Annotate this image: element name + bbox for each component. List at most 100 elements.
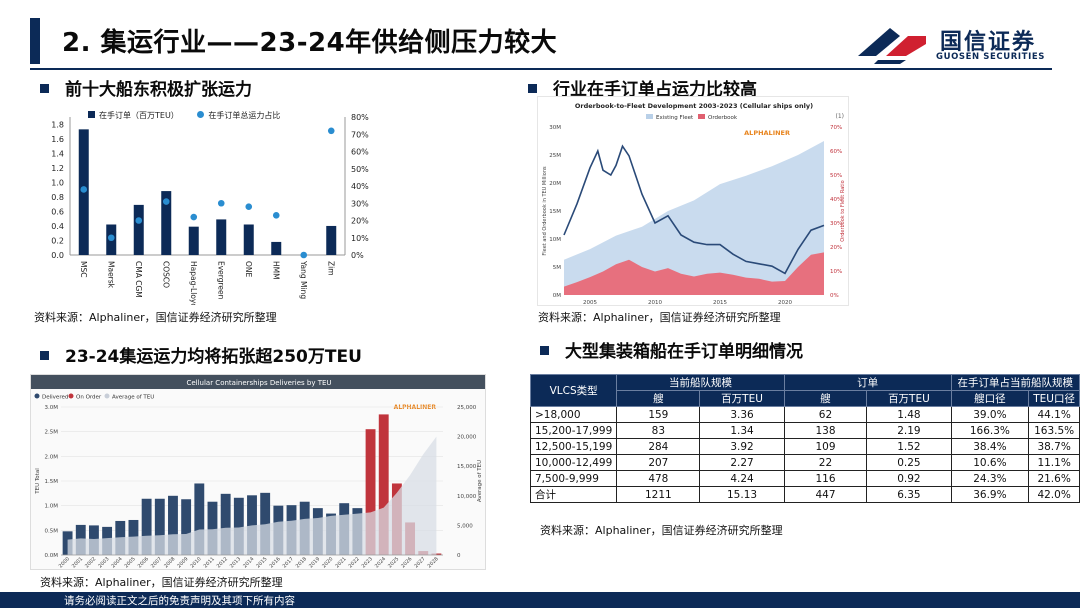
x-axis-tick-label: 2000 (58, 556, 71, 569)
table-header-cell: 当前船队规模 (616, 374, 785, 391)
y2-axis-tick-label: 10% (351, 234, 369, 243)
title-accent-bar (30, 18, 40, 64)
table-cell: 7,500-9,999 (529, 470, 618, 487)
legend-bar-swatch (88, 111, 95, 118)
table-cell: 1.34 (699, 422, 785, 439)
y-axis-tick-label: 10M (549, 237, 561, 243)
x-axis-tick-label: 2025 (387, 556, 400, 569)
section-heading-orderbook-ratio: 行业在手订单占运力比较高 (528, 75, 757, 100)
logo-english-name: GUOSEN SECURITIES (936, 52, 1045, 62)
y2-axis-tick-label: 20% (351, 217, 369, 226)
x-axis-tick-label: 2028 (427, 556, 440, 569)
y-axis-tick-label: 3.0M (45, 405, 59, 411)
x-axis-tick-label: 2024 (374, 556, 387, 569)
x-axis-tick-label: 2027 (413, 556, 426, 569)
average-teu-area (67, 436, 437, 555)
delivered-bar (168, 495, 178, 555)
y-axis-tick-label: 0.2 (51, 236, 64, 245)
table-cell: 38.7% (1028, 438, 1080, 455)
vlcs-orderbook-table: VLCS类型 当前船队规模 订单 在手订单占当前船队规模 艘 百万TEU 艘 百… (529, 374, 1080, 503)
table-cell: 6.35 (866, 486, 952, 503)
footer-disclaimer-bar: 请务必阅读正文之后的免责声明及其项下所有内容 (0, 592, 1080, 608)
table-cell: 11.1% (1028, 454, 1080, 471)
bullet-square-icon (528, 83, 537, 93)
y-axis-tick-label: 0.4 (51, 222, 64, 231)
legend-delivered-swatch (34, 393, 40, 399)
deliveries-by-teu-chart: Cellular Containerships Deliveries by TE… (30, 374, 486, 570)
delivered-bar (181, 499, 192, 555)
orderbook-to-fleet-chart: Orderbook-to-Fleet Development 2003-2023… (537, 96, 849, 306)
table-cell: 284 (616, 438, 701, 455)
table-row: 10,000-12,499 207 2.27 22 0.25 10.6% 11.1% (529, 454, 1080, 471)
orderbook-ratio-dot (107, 234, 115, 242)
y-axis-tick-label: 0.8 (51, 193, 64, 202)
table-cell: 合计 (529, 486, 618, 503)
delivered-bar (233, 497, 244, 555)
x-axis-tick-label: 2009 (176, 556, 189, 569)
orderbook-ratio-dot (135, 217, 143, 224)
table-cell: 207 (616, 454, 701, 471)
legend-onorder-label: On Order (76, 395, 102, 401)
legend-dot-swatch (197, 111, 205, 118)
y-axis-title: Fleet and Orderbook in TEU Millions (542, 166, 548, 256)
x-axis-tick-label: 2022 (348, 556, 361, 569)
orderbook-bar (326, 225, 337, 255)
orderbook-bar (188, 226, 199, 255)
table-cell: 83 (616, 422, 701, 439)
orderbook-bar (216, 219, 227, 255)
y-axis-tick-label: 1.8 (51, 120, 64, 129)
section-heading-capacity-growth: 23-24集运运力均将拓张超250万TEU (40, 342, 362, 367)
table-cell: >18,000 (529, 406, 618, 423)
table-cell: 109 (783, 438, 868, 455)
top10-carriers-orderbook-chart: 0.0 0.2 0.4 0.6 0.8 1.0 1.2 1.4 1.6 1.8 0% 10% 20% 30… (51, 113, 369, 305)
on-order-bar (365, 429, 376, 555)
table-row: 合计 1211 15.13 447 6.35 36.9% 42.0% (529, 486, 1080, 503)
fleet-area (564, 141, 824, 295)
table-header-cell: 艘 (783, 390, 868, 407)
table-cell: 163.5% (1028, 422, 1080, 439)
x-axis-tick-label: Yang Ming (299, 260, 308, 299)
table-cell: 24.3% (950, 470, 1030, 487)
table-cell: 0.92 (866, 470, 952, 487)
table-cell: 10,000-12,499 (529, 454, 618, 471)
table-cell: 62 (783, 406, 868, 423)
delivered-bar (194, 483, 205, 555)
y-axis-tick-label: 1.5M (45, 479, 59, 485)
x-axis-tick-label: 2013 (229, 556, 242, 569)
table-cell: 166.3% (950, 422, 1030, 439)
x-axis-tick-label: 2010 (648, 300, 662, 306)
y2-axis-title: Orderbook to Fleet Ratio (840, 180, 846, 241)
table-cell: 1211 (616, 486, 701, 503)
y-axis-tick-label: 1.2 (51, 164, 64, 173)
legend-orderbook-label: Orderbook (708, 115, 738, 121)
orderbook-ratio-dot (80, 186, 88, 193)
on-order-bar (431, 553, 442, 555)
y-axis-tick-label: 2.5M (45, 430, 59, 436)
table-header-row: VLCS类型 当前船队规模 订单 在手订单占当前船队规模 (529, 374, 1080, 407)
table-header-cell: TEU口径 (1028, 390, 1080, 407)
bullet-square-icon (40, 83, 49, 93)
x-axis-tick-label: 2011 (203, 556, 216, 569)
y-axis-tick-label: 2.0M (45, 454, 59, 460)
table-cell: 0.25 (866, 454, 952, 471)
y2-axis-tick-label: 10,000 (457, 494, 477, 500)
x-axis-tick-label: 2007 (150, 556, 163, 569)
on-order-bar (378, 414, 389, 555)
y2-axis-tick-label: 0 (457, 553, 461, 559)
delivered-bar (141, 498, 152, 555)
orderbook-bar (133, 204, 144, 255)
x-axis-tick-label: 2006 (137, 556, 150, 569)
x-axis-tick-label: Maersk (106, 261, 115, 289)
table-cell: 3.92 (699, 438, 785, 455)
logo-chinese-name: 国信证券 (940, 30, 1037, 55)
y-axis-tick-label: 1.0 (51, 178, 64, 187)
table-header-cell: 百万TEU (866, 390, 952, 407)
delivered-bar (62, 531, 73, 555)
delivered-bar (154, 498, 165, 555)
orderbook-area (564, 252, 824, 295)
x-axis-tick-label: 2020 (321, 556, 334, 569)
y-axis-tick-label: 25M (549, 153, 561, 159)
y-axis-title: TEU Total (35, 468, 41, 495)
page-title: 2. 集运行业——23-24年供给侧压力较大 (62, 28, 558, 58)
x-axis-tick-label: ONE (244, 261, 253, 278)
